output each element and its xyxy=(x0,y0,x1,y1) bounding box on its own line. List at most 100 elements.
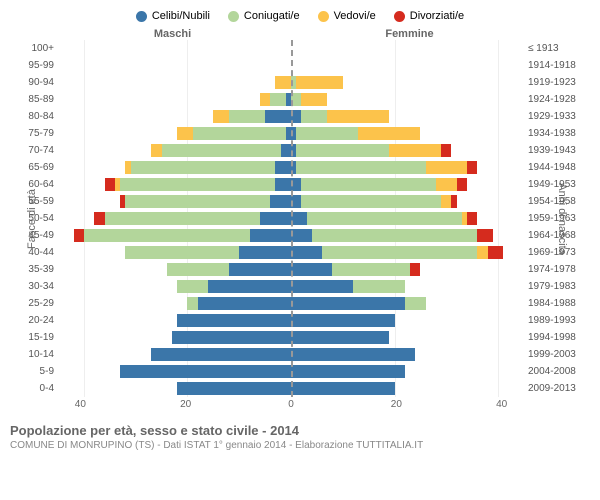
segment xyxy=(477,246,487,259)
segment xyxy=(260,212,291,225)
segment xyxy=(229,110,265,123)
segment xyxy=(177,382,291,395)
legend-swatch xyxy=(136,11,147,22)
segment xyxy=(84,229,250,242)
bar-row-female xyxy=(291,125,524,142)
age-label: 95-99 xyxy=(10,57,54,74)
segment xyxy=(151,348,291,361)
bar-row-female xyxy=(291,176,524,193)
segment xyxy=(94,212,104,225)
legend-label: Divorziati/e xyxy=(410,10,464,22)
segment xyxy=(250,229,291,242)
segment xyxy=(296,76,343,89)
bar-row-female xyxy=(291,210,524,227)
segment xyxy=(270,195,291,208)
yaxis-right: Anni di nascita ≤ 19131914-19181919-1923… xyxy=(524,40,590,397)
segment xyxy=(291,382,395,395)
x-tick: 40 xyxy=(496,399,507,410)
segment xyxy=(291,212,307,225)
legend-item: Vedovi/e xyxy=(318,10,376,22)
bar-row-male xyxy=(58,108,291,125)
age-label: 75-79 xyxy=(10,125,54,142)
segment xyxy=(301,110,327,123)
age-label: 65-69 xyxy=(10,159,54,176)
segment xyxy=(172,331,291,344)
age-label: 20-24 xyxy=(10,312,54,329)
age-label: 90-94 xyxy=(10,74,54,91)
segment xyxy=(291,263,332,276)
segment xyxy=(125,246,239,259)
birth-label: 1974-1978 xyxy=(528,261,590,278)
birth-label: 2004-2008 xyxy=(528,363,590,380)
segment xyxy=(451,195,456,208)
birth-label: 1989-1993 xyxy=(528,312,590,329)
bar-row-male xyxy=(58,210,291,227)
segment xyxy=(410,263,420,276)
segment xyxy=(301,93,327,106)
segment xyxy=(291,280,353,293)
segment xyxy=(275,76,291,89)
segment xyxy=(275,178,291,191)
segment xyxy=(441,195,451,208)
bar-row-male xyxy=(58,91,291,108)
birth-label: 1979-1983 xyxy=(528,278,590,295)
segment xyxy=(167,263,229,276)
segment xyxy=(270,93,286,106)
segment xyxy=(291,246,322,259)
legend: Celibi/NubiliConiugati/eVedovi/eDivorzia… xyxy=(10,10,590,22)
segment xyxy=(312,229,478,242)
segment xyxy=(436,178,457,191)
segment xyxy=(187,297,197,310)
segment xyxy=(177,280,208,293)
birth-label: 1999-2003 xyxy=(528,346,590,363)
bar-row-male xyxy=(58,312,291,329)
segment xyxy=(193,127,286,140)
segment xyxy=(291,297,405,310)
bar-row-female xyxy=(291,346,524,363)
bar-row-female xyxy=(291,142,524,159)
female-side xyxy=(291,40,524,397)
segment xyxy=(467,212,477,225)
segment xyxy=(488,246,504,259)
segment xyxy=(358,127,420,140)
segment xyxy=(322,246,477,259)
column-headers: Maschi Femmine xyxy=(10,28,590,40)
segment xyxy=(275,161,291,174)
legend-item: Celibi/Nubili xyxy=(136,10,210,22)
segment xyxy=(426,161,467,174)
bar-row-male xyxy=(58,159,291,176)
legend-label: Vedovi/e xyxy=(334,10,376,22)
x-tick: 40 xyxy=(75,399,86,410)
bar-row-female xyxy=(291,74,524,91)
x-tick: 0 xyxy=(288,399,294,410)
segment xyxy=(307,212,462,225)
segment xyxy=(457,178,467,191)
bar-row-male xyxy=(58,57,291,74)
bar-row-female xyxy=(291,261,524,278)
segment xyxy=(291,365,405,378)
segment xyxy=(105,212,260,225)
segment xyxy=(120,365,291,378)
bar-row-female xyxy=(291,57,524,74)
segment xyxy=(105,178,115,191)
age-label: 0-4 xyxy=(10,380,54,397)
segment xyxy=(477,229,493,242)
age-label: 100+ xyxy=(10,40,54,57)
segment xyxy=(353,280,405,293)
chart-title: Popolazione per età, sesso e stato civil… xyxy=(10,423,590,438)
bar-row-male xyxy=(58,40,291,57)
segment xyxy=(229,263,291,276)
segment xyxy=(239,246,291,259)
bar-row-male xyxy=(58,176,291,193)
segment xyxy=(301,195,441,208)
bar-row-female xyxy=(291,363,524,380)
segment xyxy=(281,144,291,157)
bar-row-female xyxy=(291,193,524,210)
segment xyxy=(125,195,270,208)
plot-area xyxy=(58,40,524,397)
birth-label: 1929-1933 xyxy=(528,108,590,125)
legend-swatch xyxy=(318,11,329,22)
segment xyxy=(301,178,436,191)
segment xyxy=(213,110,229,123)
segment xyxy=(74,229,84,242)
